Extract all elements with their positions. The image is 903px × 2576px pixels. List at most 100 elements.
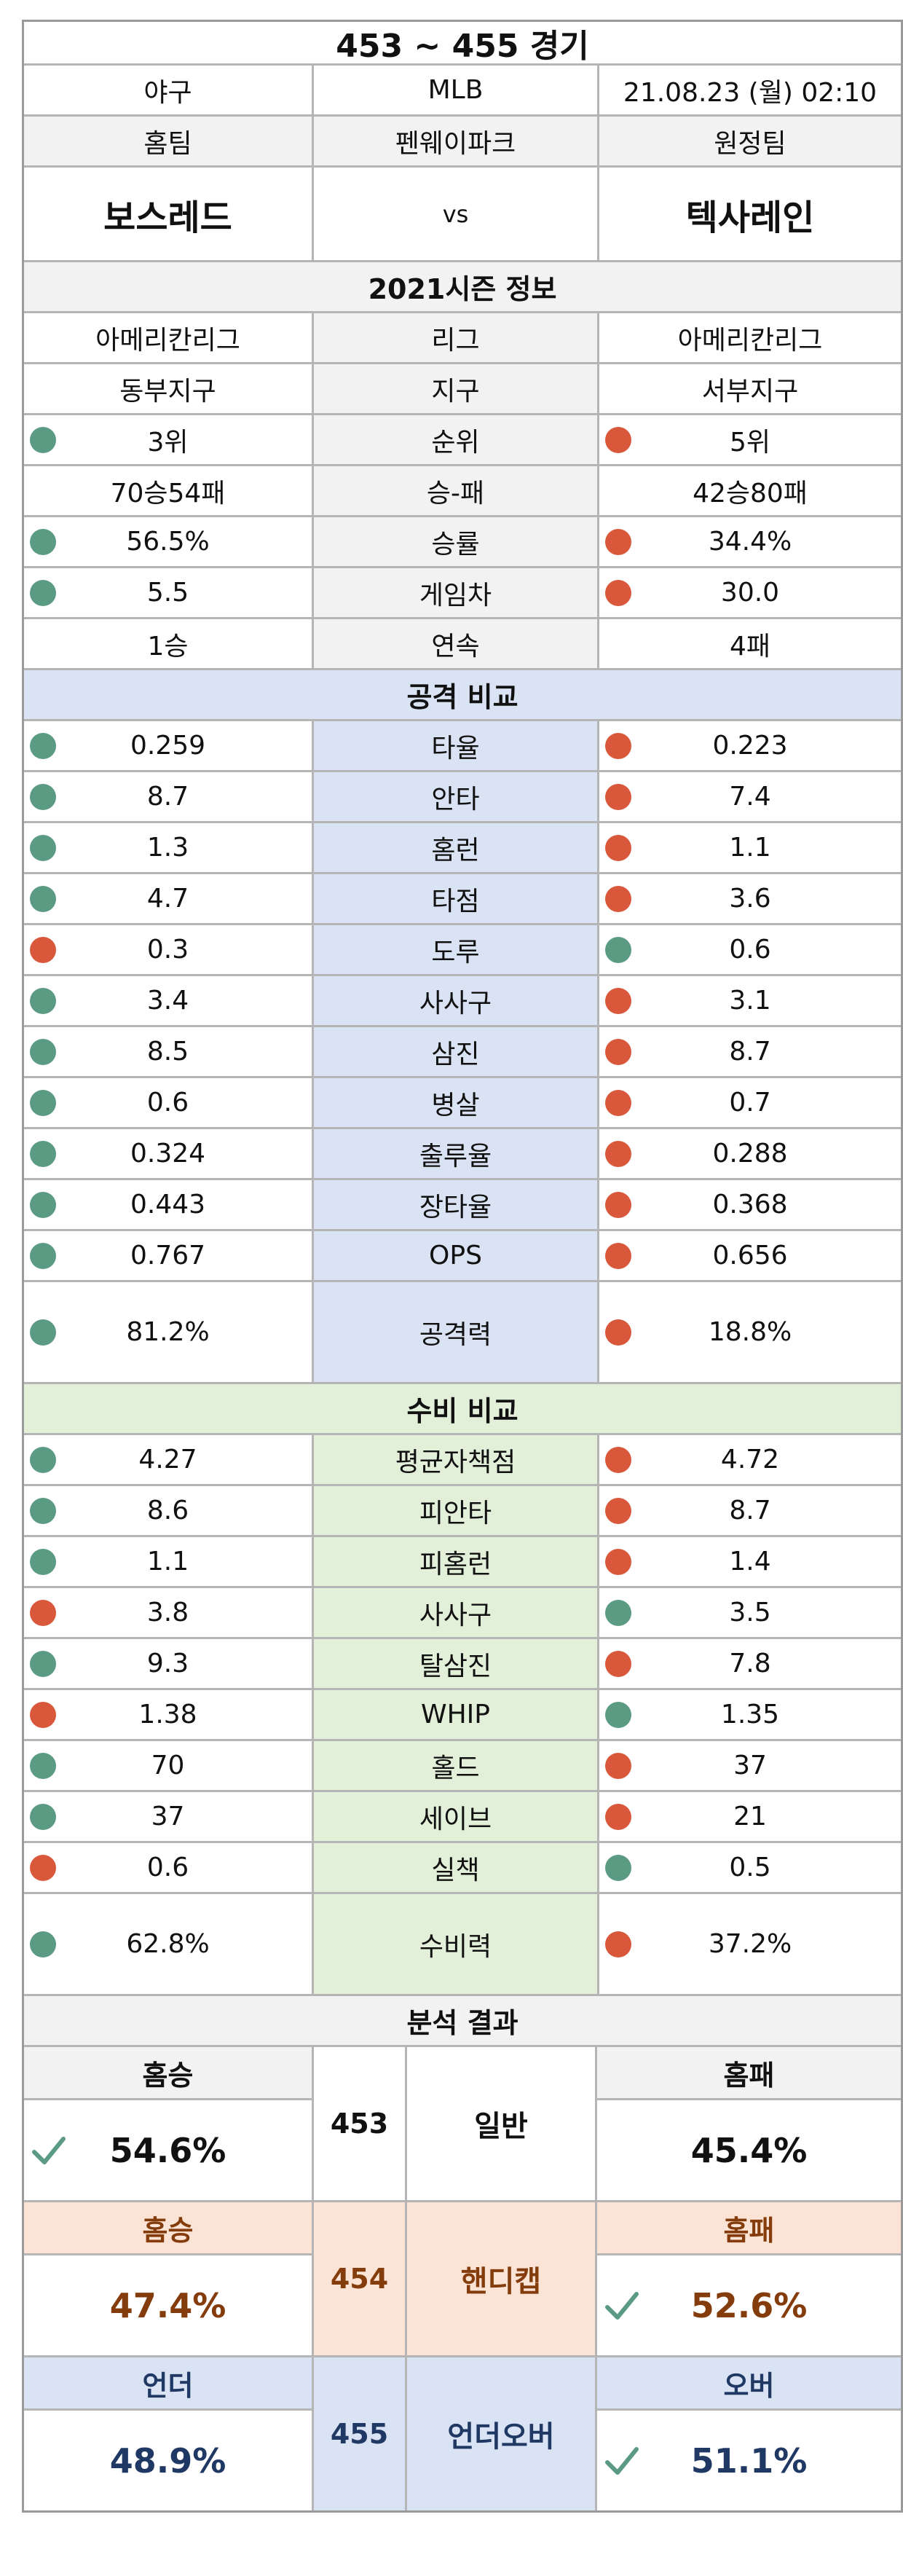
datetime-cell: 21.08.23 (월) 02:10 bbox=[597, 66, 901, 114]
orange-status-dot-icon bbox=[605, 1446, 631, 1473]
right-head: 홈패 bbox=[595, 2202, 901, 2253]
green-status-dot-icon bbox=[605, 1701, 631, 1728]
stat-label: 리그 bbox=[312, 313, 597, 362]
stat-label: 사사구 bbox=[312, 1588, 597, 1637]
orange-status-dot-icon bbox=[605, 1803, 631, 1830]
away-value-cell: 7.4 bbox=[597, 772, 901, 821]
orange-status-dot-icon bbox=[605, 1548, 631, 1575]
home-value: 1.38 bbox=[138, 1700, 197, 1729]
home-value: 8.5 bbox=[146, 1037, 189, 1067]
home-value: 동부지구 bbox=[119, 376, 216, 407]
stat-label: 지구 bbox=[312, 364, 597, 413]
stat-row: 1.38 WHIP 1.35 bbox=[24, 1688, 901, 1739]
orange-status-dot-icon bbox=[605, 1089, 631, 1116]
stat-row: 3.8 사사구 3.5 bbox=[24, 1586, 901, 1637]
home-value-cell: 0.767 bbox=[24, 1231, 312, 1280]
green-status-dot-icon bbox=[30, 1191, 56, 1218]
away-value-cell: 0.368 bbox=[597, 1180, 901, 1229]
away-value: 34.4% bbox=[708, 527, 792, 557]
left-value-text: 54.6% bbox=[109, 2130, 226, 2170]
bet-number-text: 454 bbox=[330, 2263, 389, 2295]
stat-row: 1.3 홈런 1.1 bbox=[24, 821, 901, 872]
home-value: 아메리칸리그 bbox=[95, 325, 240, 356]
green-status-dot-icon bbox=[30, 1752, 56, 1779]
stat-row: 4.27 평균자책점 4.72 bbox=[24, 1433, 901, 1484]
stat-row: 62.8% 수비력 37.2% bbox=[24, 1892, 901, 1994]
away-value: 7.8 bbox=[729, 1649, 771, 1678]
away-value-cell: 30.0 bbox=[597, 568, 901, 617]
home-value-cell: 81.2% bbox=[24, 1282, 312, 1382]
orange-status-dot-icon bbox=[605, 732, 631, 759]
home-value-cell: 0.3 bbox=[24, 925, 312, 974]
home-value-cell: 3.8 bbox=[24, 1588, 312, 1637]
away-value: 0.288 bbox=[712, 1139, 788, 1169]
green-status-dot-icon bbox=[30, 1242, 56, 1269]
home-value-cell: 1.3 bbox=[24, 823, 312, 872]
home-value-cell: 3.4 bbox=[24, 976, 312, 1025]
away-value-cell: 0.656 bbox=[597, 1231, 901, 1280]
green-status-dot-icon bbox=[30, 1140, 56, 1167]
green-status-dot-icon bbox=[30, 1497, 56, 1524]
green-status-dot-icon bbox=[30, 783, 56, 810]
orange-status-dot-icon bbox=[605, 1242, 631, 1269]
away-value-cell: 1.35 bbox=[597, 1690, 901, 1739]
bet-number: 453 bbox=[312, 2047, 405, 2200]
home-value-cell: 9.3 bbox=[24, 1639, 312, 1688]
orange-status-dot-icon bbox=[30, 1854, 56, 1881]
orange-status-dot-icon bbox=[605, 426, 631, 453]
green-status-dot-icon bbox=[605, 1854, 631, 1881]
stat-label: 게임차 bbox=[312, 568, 597, 617]
away-value-cell: 42승80패 bbox=[597, 466, 901, 515]
home-value: 0.767 bbox=[130, 1241, 206, 1271]
away-label: 원정팀 bbox=[597, 117, 901, 165]
away-team-name: 텍사레인 bbox=[597, 168, 901, 260]
home-value-cell: 70승54패 bbox=[24, 466, 312, 515]
stat-row: 1승 연속 4패 bbox=[24, 617, 901, 668]
stat-label: OPS bbox=[312, 1231, 597, 1280]
home-value: 0.6 bbox=[146, 1853, 189, 1882]
stat-label: 홈런 bbox=[312, 823, 597, 872]
stat-row: 1.1 피홈런 1.4 bbox=[24, 1535, 901, 1586]
away-value-cell: 34.4% bbox=[597, 517, 901, 566]
home-value-cell: 8.7 bbox=[24, 772, 312, 821]
bet-type-label-text: 일반 bbox=[474, 2110, 528, 2143]
orange-status-dot-icon bbox=[605, 1650, 631, 1677]
stat-label: 출루율 bbox=[312, 1129, 597, 1178]
right-head-text: 홈패 bbox=[723, 2059, 775, 2092]
home-value-cell: 0.6 bbox=[24, 1843, 312, 1892]
home-value-cell: 4.7 bbox=[24, 874, 312, 923]
away-value: 5위 bbox=[729, 427, 771, 458]
stat-row: 8.5 삼진 8.7 bbox=[24, 1025, 901, 1076]
away-value-cell: 5위 bbox=[597, 415, 901, 464]
check-icon bbox=[605, 2446, 639, 2475]
stat-row: 9.3 탈삼진 7.8 bbox=[24, 1637, 901, 1688]
green-status-dot-icon bbox=[30, 1931, 56, 1957]
away-value-cell: 3.6 bbox=[597, 874, 901, 923]
green-status-dot-icon bbox=[30, 987, 56, 1014]
home-value: 0.3 bbox=[146, 935, 189, 965]
left-head-text: 언더 bbox=[142, 2369, 194, 2402]
stat-row: 4.7 타점 3.6 bbox=[24, 872, 901, 923]
away-value-cell: 7.8 bbox=[597, 1639, 901, 1688]
away-value-cell: 8.7 bbox=[597, 1486, 901, 1535]
stat-row: 0.259 타율 0.223 bbox=[24, 719, 901, 770]
right-head: 홈패 bbox=[595, 2047, 901, 2098]
away-value: 42승80패 bbox=[693, 478, 808, 508]
home-value-cell: 3위 bbox=[24, 415, 312, 464]
away-value-cell: 1.1 bbox=[597, 823, 901, 872]
stat-label: 안타 bbox=[312, 772, 597, 821]
analysis-section-453: 홈승 453 일반 홈패 54.6% 45.4% bbox=[24, 2045, 901, 2200]
away-value-cell: 아메리칸리그 bbox=[597, 313, 901, 362]
bet-type-label-text: 핸디캡 bbox=[460, 2265, 542, 2298]
home-value-cell: 1.38 bbox=[24, 1690, 312, 1739]
away-value: 서부지구 bbox=[701, 376, 799, 407]
green-status-dot-icon bbox=[30, 1038, 56, 1065]
left-value: 48.9% bbox=[24, 2408, 312, 2510]
home-value: 56.5% bbox=[126, 527, 210, 557]
away-value-cell: 0.223 bbox=[597, 721, 901, 770]
home-value-cell: 0.443 bbox=[24, 1180, 312, 1229]
right-value-text: 52.6% bbox=[690, 2285, 808, 2325]
home-value-cell: 70 bbox=[24, 1741, 312, 1790]
left-value-text: 47.4% bbox=[109, 2285, 226, 2325]
stat-row: 0.6 병살 0.7 bbox=[24, 1076, 901, 1127]
